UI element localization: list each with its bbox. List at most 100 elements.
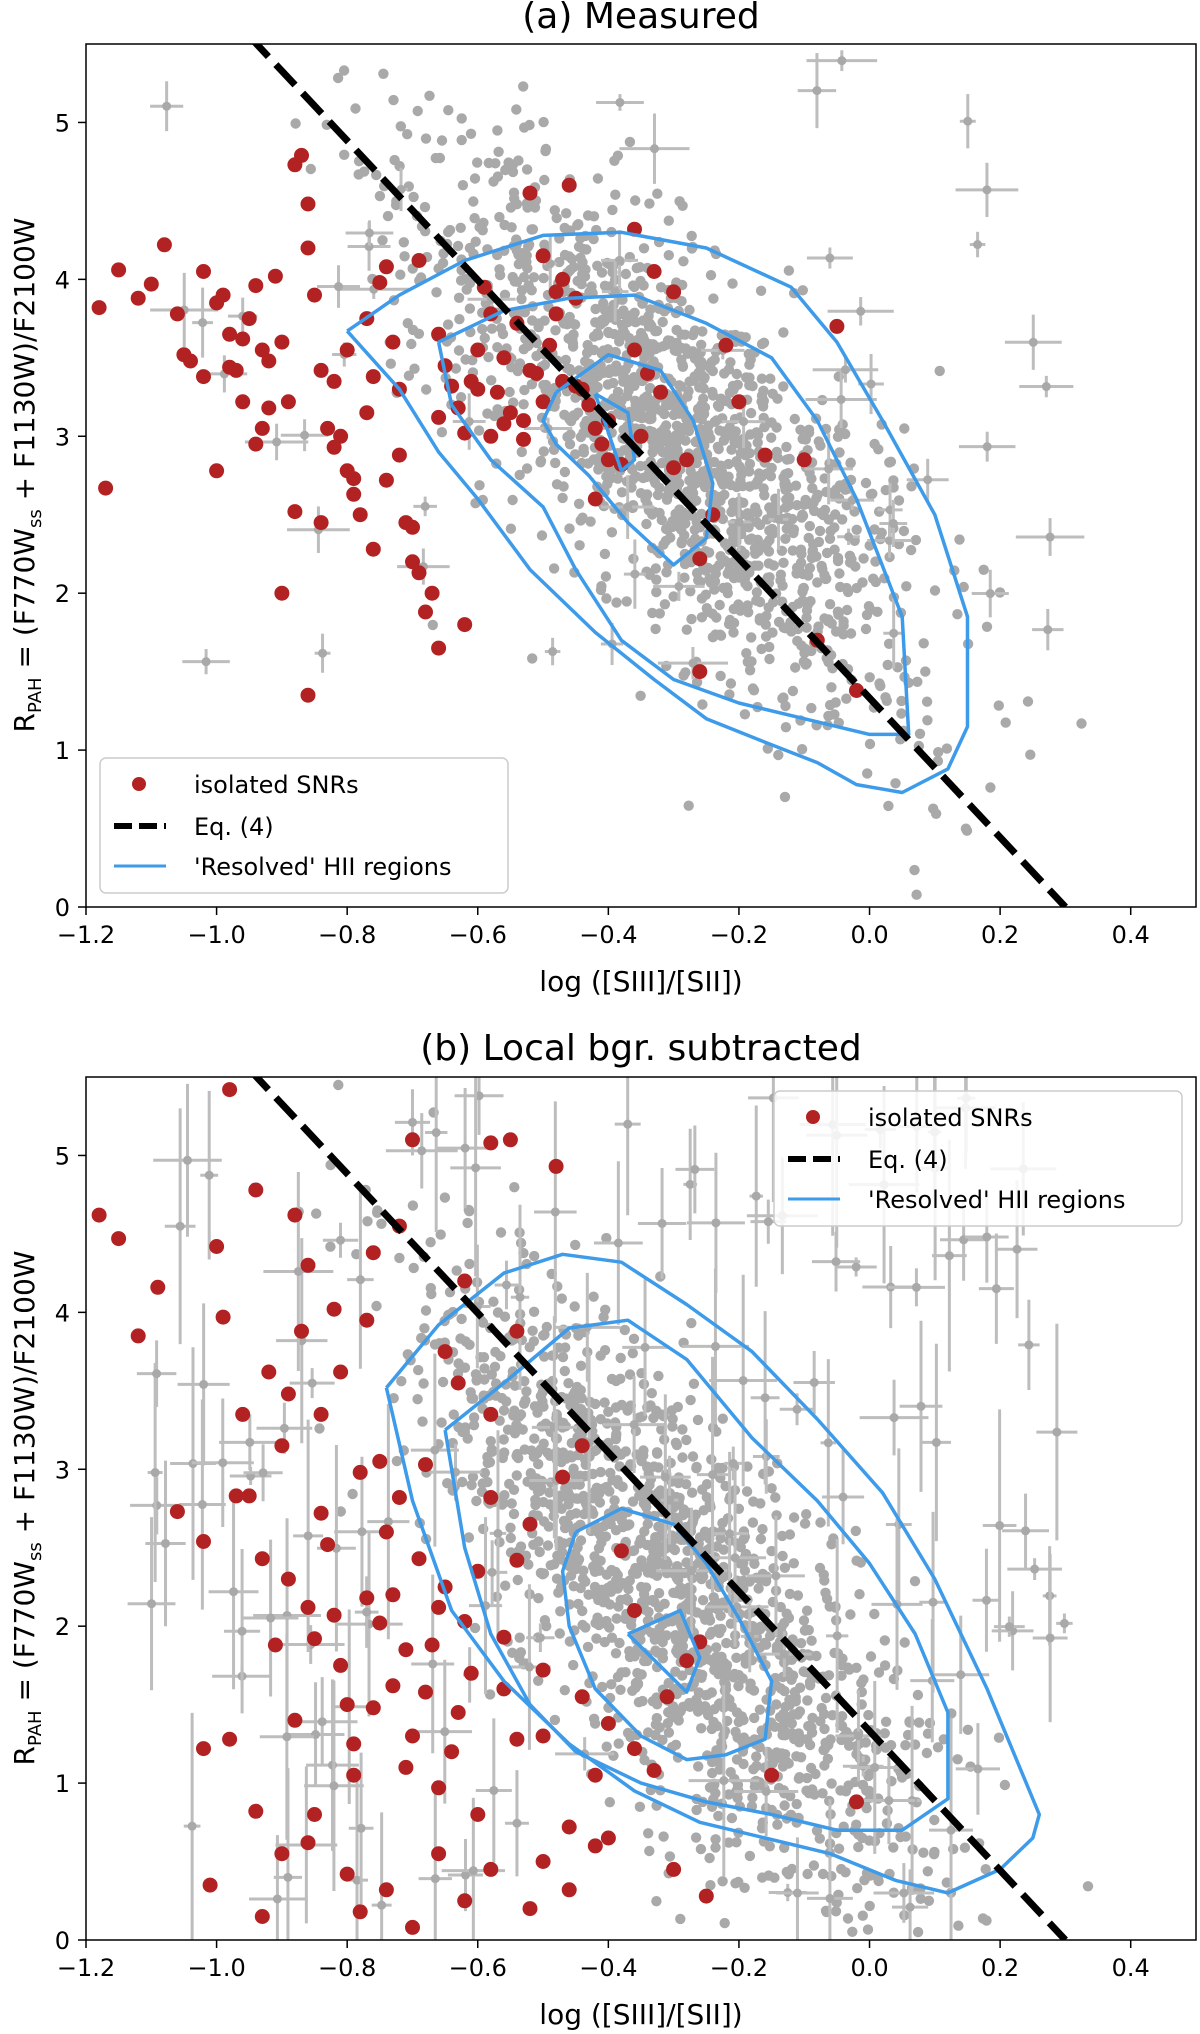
hii-point [616,395,627,407]
hii-point [1024,1340,1034,1350]
hii-point [829,544,840,555]
hii-point [559,466,571,478]
hii-point [699,481,711,493]
hii-point [858,1674,869,1685]
hii-point [620,268,631,280]
hii-point [911,1282,921,1292]
hii-point [798,656,809,667]
hii-point [733,1680,744,1692]
y-label-end: + F1130W)/F2100W [8,1251,41,1543]
hii-point [568,1659,579,1671]
hii-point [739,1882,750,1894]
hii-point [339,149,350,160]
snr-point [300,687,316,703]
hii-point [506,1498,517,1509]
hii-point [598,345,609,356]
hii-point [390,199,402,211]
hii-point [941,1877,952,1888]
hii-point [703,547,715,558]
hii-point [408,1262,419,1274]
snr-point [111,262,127,278]
hii-point [802,1868,813,1880]
hii-point [862,1924,874,1935]
hii-point [708,1470,718,1480]
hii-point [577,257,588,268]
hii-point [850,1525,861,1537]
hii-point [681,422,693,433]
hii-point [564,523,575,534]
hii-point [929,585,941,596]
hii-point [779,1800,790,1811]
hii-point [279,1423,289,1433]
hii-point [455,1333,466,1344]
hii-point [963,116,973,126]
snr-point [829,318,845,334]
hii-point [778,557,789,568]
hii-point [722,1513,734,1524]
snr-point [391,1490,407,1505]
hii-point [804,1739,816,1751]
hii-point [725,1618,737,1629]
snr-point [365,369,381,385]
hii-point [648,441,659,452]
hii-point [921,696,933,707]
hii-point [696,593,708,604]
hii-point [724,422,736,433]
hii-point [912,1926,924,1938]
hii-point [413,328,425,339]
hii-point [479,1467,490,1479]
hii-point [399,251,410,262]
snr-point [248,278,264,294]
hii-point [647,1594,658,1606]
hii-point [421,384,432,395]
hii-point [538,1496,549,1508]
hii-point [272,437,282,447]
hii-point [879,1635,890,1646]
hii-point [790,662,801,673]
hii-point [581,347,593,359]
hii-point [552,1281,563,1292]
hii-point [413,1364,424,1376]
x-tick-label: 0.4 [1112,921,1150,949]
hii-point [864,1900,875,1912]
hii-point [941,743,953,754]
snr-point [267,1637,283,1653]
hii-point [898,525,910,537]
hii-point [610,189,621,200]
hii-point [660,535,672,546]
hii-point [784,1529,796,1540]
hii-point [1028,337,1038,347]
snr-point [248,1182,264,1198]
snr-point [326,1301,342,1317]
hii-point [725,678,737,689]
hii-point [300,430,310,440]
hii-point [668,409,679,421]
hii-point [783,1612,795,1624]
snr-point [405,519,420,535]
hii-point [559,1685,570,1696]
hii-point [766,417,777,428]
hii-point [824,599,836,610]
hii-point [751,516,762,528]
hii-point [436,1417,447,1428]
hii-point [317,1717,327,1727]
hii-point [535,1390,547,1402]
snr-point [378,1882,394,1898]
hii-point [507,1647,518,1659]
hii-point [464,1206,475,1217]
snr-point [692,664,708,680]
hii-point [382,210,394,222]
y-label-mid: = (F770W [8,1561,41,1710]
snr-point [502,405,518,421]
hii-point [464,1339,475,1351]
snr-point [333,1364,349,1380]
snr-point [254,1551,270,1567]
hii-point [627,1348,638,1359]
hii-point [539,1329,550,1340]
snr-point [483,1490,499,1505]
hii-point [1059,1618,1069,1628]
hii-point [803,424,815,435]
hii-point [744,359,755,370]
hii-point [459,1362,471,1373]
hii-point [492,125,503,136]
